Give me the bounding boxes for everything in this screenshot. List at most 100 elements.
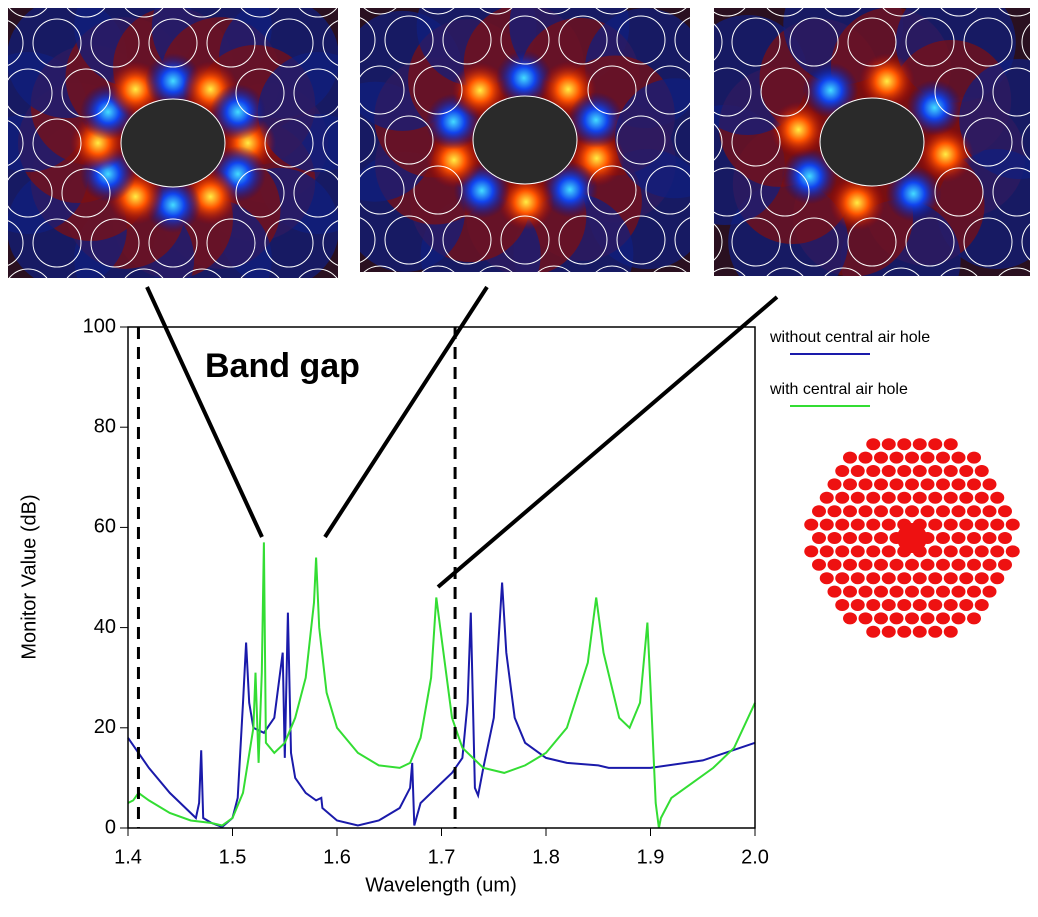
hole xyxy=(385,316,433,364)
hole xyxy=(617,316,665,364)
air-hole xyxy=(974,599,989,611)
field-image xyxy=(8,8,516,317)
hole xyxy=(558,15,608,65)
air-hole xyxy=(850,599,865,611)
hole xyxy=(384,15,434,65)
air-hole xyxy=(920,612,935,625)
air-hole xyxy=(936,612,950,625)
hole xyxy=(714,67,752,117)
hole xyxy=(8,220,24,266)
hole xyxy=(1022,318,1038,366)
hole xyxy=(1021,123,1030,161)
air-hole xyxy=(990,572,1005,585)
hole xyxy=(766,267,804,276)
hole xyxy=(766,8,804,17)
hole xyxy=(963,217,1013,267)
x-tick-label: 1.8 xyxy=(532,846,560,868)
hole xyxy=(8,68,53,118)
hole xyxy=(360,65,405,115)
connector xyxy=(436,295,779,589)
hole xyxy=(963,17,1013,67)
air-hole xyxy=(943,572,958,585)
hole xyxy=(731,17,781,67)
air-hole xyxy=(905,505,919,518)
hole xyxy=(360,17,376,63)
hole xyxy=(998,267,1030,276)
hole xyxy=(595,8,629,15)
x-tick-label: 2.0 xyxy=(741,846,769,868)
y-tick-label: 40 xyxy=(94,616,116,638)
air-hole xyxy=(982,478,997,491)
field-lobe xyxy=(495,50,552,107)
air-hole xyxy=(959,518,974,531)
air-hole xyxy=(881,545,896,558)
plot-frame xyxy=(127,326,756,829)
air-hole xyxy=(920,585,935,598)
field-lobe xyxy=(781,148,838,205)
air-hole xyxy=(951,478,966,491)
air-hole xyxy=(881,625,896,638)
hole xyxy=(322,120,338,166)
air-hole xyxy=(905,612,919,625)
air-hole xyxy=(850,572,865,585)
air-hole xyxy=(905,478,919,491)
air-hole xyxy=(974,465,989,477)
hole xyxy=(32,118,82,168)
air-hole xyxy=(951,558,966,571)
air-hole xyxy=(998,558,1012,571)
air-hole xyxy=(951,585,966,598)
hole xyxy=(468,269,516,317)
air-hole xyxy=(974,491,989,504)
air-hole xyxy=(850,545,865,558)
hole xyxy=(653,265,687,272)
hole xyxy=(442,215,492,265)
air-hole xyxy=(812,558,826,571)
hole xyxy=(363,265,397,272)
hole xyxy=(1021,223,1030,261)
air-hole xyxy=(866,518,881,531)
air-hole xyxy=(943,465,958,477)
hole xyxy=(501,316,549,364)
hole xyxy=(558,318,606,366)
air-hole xyxy=(936,532,950,544)
hole xyxy=(789,217,839,267)
air-hole xyxy=(819,545,834,558)
hole xyxy=(66,8,106,18)
hole xyxy=(653,8,687,15)
hole xyxy=(674,17,690,63)
air-hole xyxy=(819,491,834,504)
air-hole xyxy=(874,585,888,598)
air-hole xyxy=(982,558,997,571)
field-image xyxy=(360,8,690,364)
air-hole xyxy=(835,491,850,504)
hole xyxy=(8,8,48,18)
air-hole xyxy=(881,572,896,585)
core xyxy=(120,98,226,188)
core xyxy=(819,97,925,187)
hole xyxy=(714,223,723,261)
hole xyxy=(500,215,550,265)
air-hole xyxy=(990,545,1005,558)
air-hole xyxy=(928,465,943,477)
hole xyxy=(847,217,897,267)
hole xyxy=(934,167,984,217)
x-tick-label: 1.7 xyxy=(428,846,456,868)
hole xyxy=(413,165,463,215)
air-hole xyxy=(928,599,943,611)
hole xyxy=(298,268,338,278)
hole xyxy=(148,218,198,268)
air-hole xyxy=(843,532,857,544)
air-hole xyxy=(858,585,873,598)
field-lobe xyxy=(858,53,915,110)
air-hole xyxy=(866,599,881,611)
air-hole xyxy=(905,451,919,464)
hole xyxy=(298,8,338,18)
air-hole xyxy=(1005,518,1020,531)
air-hole xyxy=(866,465,881,477)
x-tick-label: 1.6 xyxy=(323,846,351,868)
air-hole xyxy=(990,491,1005,504)
air-hole xyxy=(928,518,943,531)
hole xyxy=(847,17,897,67)
hole xyxy=(595,265,629,272)
air-hole xyxy=(943,545,958,558)
